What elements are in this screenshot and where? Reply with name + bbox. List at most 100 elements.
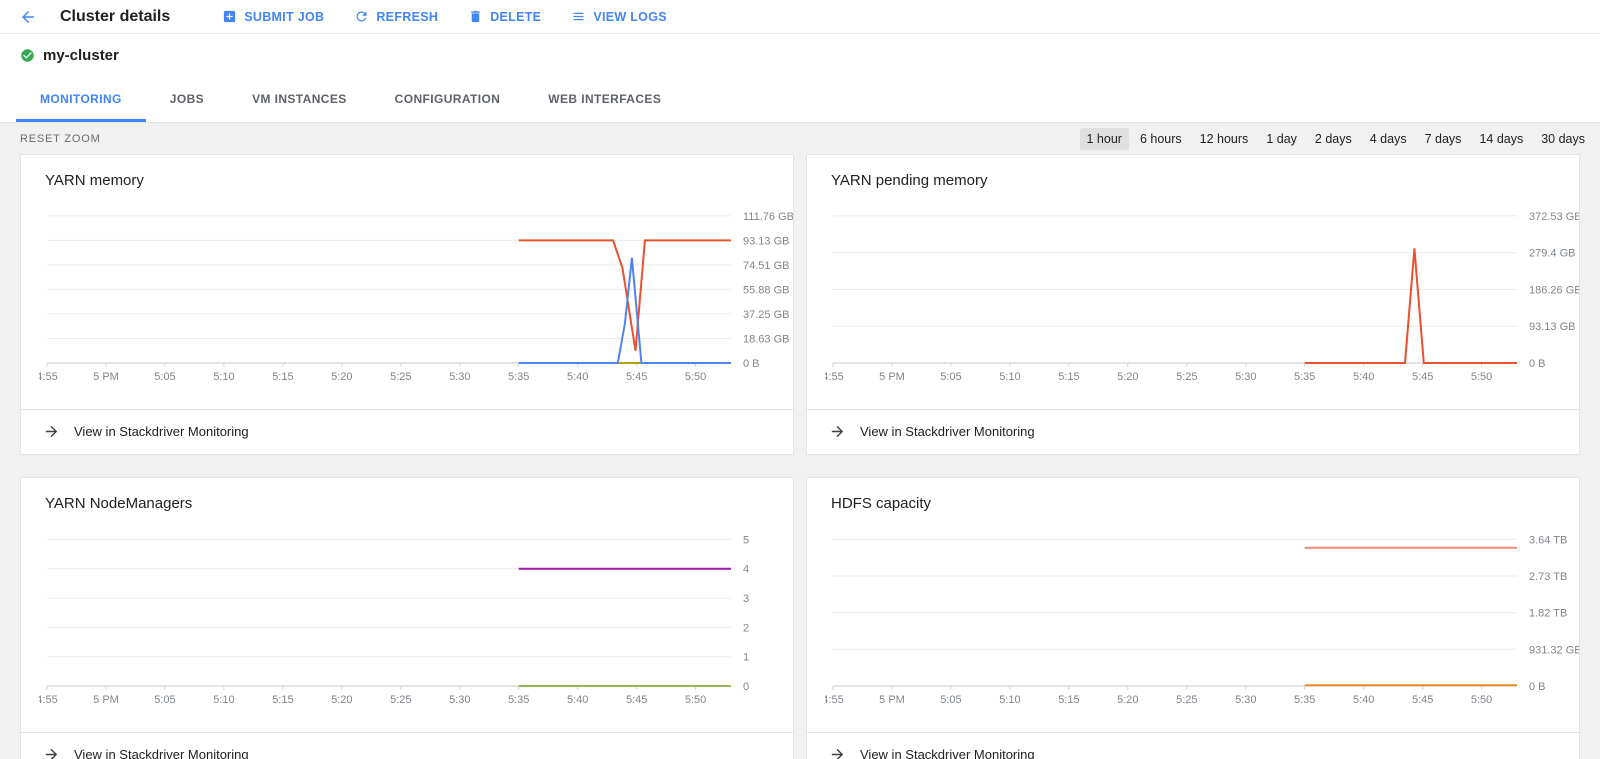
tab-monitoring[interactable]: MONITORING bbox=[16, 76, 146, 122]
svg-text:0 B: 0 B bbox=[1529, 358, 1546, 370]
stackdriver-link[interactable]: View in Stackdriver Monitoring bbox=[21, 732, 793, 759]
svg-text:5:35: 5:35 bbox=[1294, 371, 1315, 383]
svg-text:93.13 GB: 93.13 GB bbox=[743, 235, 789, 247]
svg-text:4:55: 4:55 bbox=[825, 371, 844, 383]
cluster-name: my-cluster bbox=[43, 46, 119, 64]
svg-text:5 PM: 5 PM bbox=[879, 371, 905, 383]
refresh-label: REFRESH bbox=[376, 9, 439, 24]
svg-text:5:10: 5:10 bbox=[999, 694, 1020, 706]
svg-text:5:05: 5:05 bbox=[940, 694, 961, 706]
range-4-days[interactable]: 4 days bbox=[1369, 131, 1407, 146]
svg-text:5:25: 5:25 bbox=[1176, 694, 1197, 706]
svg-text:3.64 TB: 3.64 TB bbox=[1529, 534, 1567, 546]
svg-text:5:40: 5:40 bbox=[567, 371, 588, 383]
chart-card-yarn-nodemanagers: YARN NodeManagers 5 4 3 2 1 0 4:55 5 PM 5:05 5:10… bbox=[20, 477, 794, 759]
arrow-forward-icon bbox=[831, 748, 844, 759]
stackdriver-link-label: View in Stackdriver Monitoring bbox=[860, 746, 1035, 759]
stackdriver-link[interactable]: View in Stackdriver Monitoring bbox=[807, 732, 1579, 759]
range-6-hours[interactable]: 6 hours bbox=[1139, 131, 1182, 146]
tab-vm-instances[interactable]: VM INSTANCES bbox=[252, 92, 347, 106]
chart-plot-yarn-pending-memory[interactable]: 372.53 GB 279.4 GB 186.26 GB 93.13 GB 0 B 4:5… bbox=[807, 191, 1579, 395]
arrow-forward-icon bbox=[45, 425, 58, 437]
svg-text:5:25: 5:25 bbox=[390, 371, 411, 383]
stackdriver-link-label: View in Stackdriver Monitoring bbox=[74, 746, 249, 759]
chart-title: HDFS capacity bbox=[831, 495, 932, 512]
svg-text:279.4 GB: 279.4 GB bbox=[1529, 248, 1575, 260]
svg-text:5:20: 5:20 bbox=[331, 694, 352, 706]
tab-configuration[interactable]: CONFIGURATION bbox=[394, 92, 501, 106]
range-2-days[interactable]: 2 days bbox=[1314, 131, 1352, 146]
svg-text:2.73 TB: 2.73 TB bbox=[1529, 571, 1567, 583]
svg-text:4:55: 4:55 bbox=[39, 371, 58, 383]
delete-button[interactable]: DELETE bbox=[468, 9, 541, 24]
back-button[interactable] bbox=[14, 3, 42, 31]
svg-text:5:20: 5:20 bbox=[331, 371, 352, 383]
tab-web-interfaces[interactable]: WEB INTERFACES bbox=[548, 92, 662, 106]
svg-text:5:50: 5:50 bbox=[685, 694, 706, 706]
chart-title: YARN NodeManagers bbox=[45, 495, 193, 512]
stackdriver-link[interactable]: View in Stackdriver Monitoring bbox=[21, 409, 793, 452]
view-logs-button[interactable]: VIEW LOGS bbox=[571, 9, 667, 24]
arrow-back-icon bbox=[22, 10, 34, 23]
range-12-hours[interactable]: 12 hours bbox=[1199, 131, 1249, 146]
svg-text:3: 3 bbox=[743, 593, 749, 605]
svg-text:5:45: 5:45 bbox=[626, 371, 647, 383]
svg-text:37.25 GB: 37.25 GB bbox=[743, 309, 789, 321]
chart-card-yarn-memory: YARN memory 111.76 GB 93.13 GB 74.51 GB 55.… bbox=[20, 154, 794, 455]
submit-job-button[interactable]: SUBMIT JOB bbox=[222, 9, 324, 24]
svg-text:5:35: 5:35 bbox=[508, 694, 529, 706]
svg-text:5:25: 5:25 bbox=[1176, 371, 1197, 383]
chart-plot-hdfs-capacity[interactable]: 3.64 TB 2.73 TB 1.82 TB 931.32 GB 0 B 4:55 5 P… bbox=[807, 514, 1579, 718]
reset-zoom-button[interactable]: RESET ZOOM bbox=[20, 132, 101, 145]
svg-text:4:55: 4:55 bbox=[825, 694, 844, 706]
chart-card-yarn-pending-memory: YARN pending memory 372.53 GB 279.4 GB 186… bbox=[806, 154, 1580, 455]
refresh-icon bbox=[356, 11, 367, 22]
trash-icon bbox=[471, 10, 481, 23]
monitoring-section: RESET ZOOM 1 hour 6 hours 12 hours 1 day… bbox=[0, 123, 1600, 759]
charts-grid: YARN memory 111.76 GB 93.13 GB 74.51 GB 55.… bbox=[0, 154, 1600, 759]
range-7-days[interactable]: 7 days bbox=[1424, 131, 1462, 146]
svg-text:4: 4 bbox=[743, 564, 749, 576]
chart-card-hdfs-capacity: HDFS capacity 3.64 TB 2.73 TB 1.82 TB 931.3… bbox=[806, 477, 1580, 759]
stackdriver-link[interactable]: View in Stackdriver Monitoring bbox=[807, 409, 1579, 452]
svg-text:5:40: 5:40 bbox=[1353, 694, 1374, 706]
svg-text:0 B: 0 B bbox=[1529, 681, 1546, 693]
svg-text:5:05: 5:05 bbox=[940, 371, 961, 383]
stackdriver-link-label: View in Stackdriver Monitoring bbox=[860, 423, 1035, 439]
svg-text:5:25: 5:25 bbox=[390, 694, 411, 706]
svg-text:5:30: 5:30 bbox=[449, 371, 470, 383]
svg-text:5:50: 5:50 bbox=[1471, 694, 1492, 706]
svg-text:5:10: 5:10 bbox=[213, 694, 234, 706]
svg-text:74.51 GB: 74.51 GB bbox=[743, 260, 789, 272]
svg-text:5:30: 5:30 bbox=[449, 694, 470, 706]
svg-text:5:45: 5:45 bbox=[1412, 371, 1433, 383]
svg-text:4:55: 4:55 bbox=[39, 694, 58, 706]
refresh-button[interactable]: REFRESH bbox=[354, 9, 438, 24]
chart-plot-yarn-memory[interactable]: 111.76 GB 93.13 GB 74.51 GB 55.88 GB 37.25 G… bbox=[21, 191, 793, 395]
list-icon bbox=[573, 12, 584, 21]
chart-title: YARN pending memory bbox=[831, 172, 988, 189]
svg-text:55.88 GB: 55.88 GB bbox=[743, 284, 789, 296]
chart-plot-yarn-nodemanagers[interactable]: 5 4 3 2 1 0 4:55 5 PM 5:05 5:10 5:15 5:20 5:25 5:30 5:… bbox=[21, 514, 793, 718]
svg-text:5:10: 5:10 bbox=[999, 371, 1020, 383]
svg-text:372.53 GB: 372.53 GB bbox=[1529, 211, 1580, 223]
svg-text:1.82 TB: 1.82 TB bbox=[1529, 608, 1567, 620]
svg-text:5:45: 5:45 bbox=[1412, 694, 1433, 706]
top-toolbar: Cluster details SUBMIT JOB REFRESH DELET… bbox=[0, 0, 1600, 34]
chart-controls: RESET ZOOM 1 hour 6 hours 12 hours 1 day… bbox=[0, 123, 1600, 154]
svg-text:5:10: 5:10 bbox=[213, 371, 234, 383]
svg-text:5:15: 5:15 bbox=[1058, 694, 1079, 706]
chart-title: YARN memory bbox=[45, 172, 144, 189]
tab-jobs[interactable]: JOBS bbox=[169, 92, 205, 106]
svg-text:931.32 GB: 931.32 GB bbox=[1529, 644, 1580, 656]
range-30-days[interactable]: 30 days bbox=[1541, 131, 1585, 146]
svg-text:0 B: 0 B bbox=[743, 358, 760, 370]
range-1-day[interactable]: 1 day bbox=[1266, 131, 1297, 146]
svg-text:5:35: 5:35 bbox=[1294, 694, 1315, 706]
svg-text:5:30: 5:30 bbox=[1235, 694, 1256, 706]
arrow-forward-icon bbox=[831, 425, 844, 437]
range-1-hour[interactable]: 1 hour bbox=[1079, 127, 1129, 150]
svg-text:2: 2 bbox=[743, 622, 749, 634]
page-title: Cluster details bbox=[60, 7, 171, 25]
range-14-days[interactable]: 14 days bbox=[1479, 131, 1524, 146]
